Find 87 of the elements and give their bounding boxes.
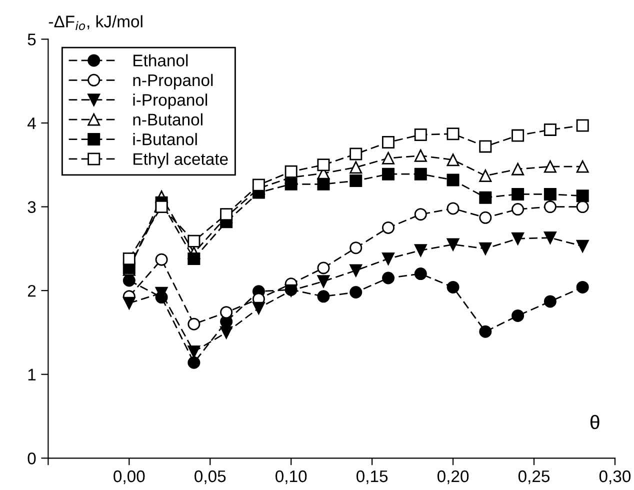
point — [576, 160, 589, 173]
point — [155, 200, 168, 214]
y-axis-title: -ΔF$_{io}$, kJ/mol — [48, 15, 142, 30]
point — [317, 158, 330, 172]
legend-label: n-Butanol — [133, 113, 202, 126]
point — [252, 302, 265, 314]
legend-label: n-Propanol — [133, 74, 213, 90]
point — [414, 244, 427, 257]
point — [188, 318, 200, 330]
y-tick-label: 2 — [28, 284, 36, 297]
point — [382, 152, 395, 164]
x-tick-label: 0,25 — [518, 470, 550, 484]
point — [479, 325, 492, 338]
y-tick-label: 4 — [27, 118, 36, 130]
point — [317, 290, 330, 303]
point — [252, 178, 265, 192]
y-tick-label: 3 — [28, 201, 36, 213]
point — [188, 345, 200, 358]
point — [350, 174, 362, 188]
point — [350, 264, 362, 277]
point — [512, 232, 524, 245]
point — [479, 140, 492, 153]
point — [512, 203, 524, 216]
point — [544, 232, 556, 244]
x-tick-label: 0,20 — [437, 470, 469, 484]
point — [382, 168, 395, 180]
legend-label: i-Propanol — [133, 94, 208, 110]
point — [512, 162, 524, 176]
point — [382, 136, 395, 149]
point — [414, 208, 427, 221]
x-tick-label: 0,10 — [276, 470, 307, 484]
x-tick-label: 0,30 — [599, 470, 631, 484]
point — [122, 296, 136, 310]
point — [414, 128, 427, 141]
point — [544, 188, 556, 200]
point — [122, 252, 136, 265]
point — [350, 286, 362, 298]
point — [317, 178, 330, 190]
x-tick-label: 0,15 — [356, 470, 388, 484]
point — [576, 240, 589, 252]
point — [446, 238, 460, 251]
point — [155, 253, 168, 266]
y-tick-label: 0 — [28, 452, 36, 464]
point — [350, 242, 362, 254]
point — [446, 202, 460, 215]
point — [479, 191, 492, 204]
point — [382, 272, 395, 284]
legend-label: Ethanol — [134, 54, 188, 66]
point — [414, 149, 427, 162]
point — [479, 242, 492, 255]
point — [576, 119, 589, 132]
point — [188, 356, 200, 369]
point — [188, 252, 200, 265]
point — [544, 295, 556, 308]
point — [446, 154, 460, 166]
y-tick-label: 1 — [28, 368, 36, 380]
point — [512, 129, 524, 142]
point — [122, 274, 136, 287]
point — [284, 165, 298, 178]
point — [188, 234, 200, 248]
point — [317, 262, 330, 274]
point — [220, 208, 233, 221]
point — [446, 280, 460, 294]
point — [284, 178, 298, 190]
point — [576, 190, 589, 202]
point — [414, 268, 427, 280]
point — [414, 168, 427, 180]
point — [317, 275, 330, 288]
x-tick-label: 0,05 — [194, 470, 226, 484]
legend-label: Ethyl acetate — [134, 152, 228, 168]
point — [544, 200, 556, 214]
point — [350, 148, 362, 160]
x-tick-label: 0,00 — [114, 470, 145, 484]
point — [512, 188, 524, 200]
legend-label: i-Butanol — [133, 133, 197, 146]
point — [446, 128, 460, 140]
point — [220, 326, 233, 339]
y-tick-label: 5 — [28, 34, 36, 46]
point — [479, 211, 492, 224]
point — [576, 280, 589, 294]
annotation: θ — [590, 414, 600, 430]
point — [512, 309, 524, 322]
point — [220, 306, 233, 319]
point — [544, 123, 556, 136]
point — [382, 221, 395, 234]
point — [446, 174, 460, 186]
point — [382, 252, 395, 265]
